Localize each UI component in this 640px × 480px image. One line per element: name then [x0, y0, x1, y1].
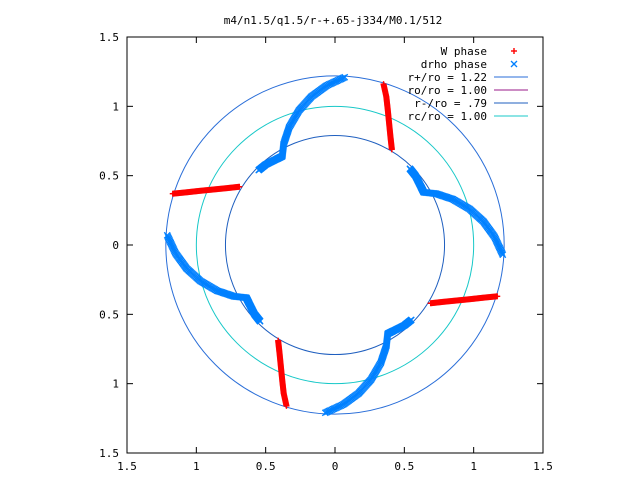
legend-symbol: [510, 60, 518, 68]
data-point: [255, 166, 263, 174]
marker-stroke: [256, 317, 264, 325]
x-tick-label: 0.5: [256, 460, 276, 473]
data-point: [236, 183, 243, 190]
y-tick-label: 1: [112, 100, 119, 113]
legend-label: ro/ro = 1.00: [408, 84, 487, 97]
legend-label: drho phase: [421, 58, 487, 71]
circle-r+ro: [165, 75, 505, 415]
legend-label: r+/ro = 1.22: [408, 71, 487, 84]
chart-title: m4/n1.5/q1.5/r-+.65-j334/M0.1/512: [224, 14, 443, 27]
x-tick-label: 1.5: [117, 460, 137, 473]
reference-circles: [165, 75, 505, 415]
marker-stroke: [406, 165, 414, 173]
legend-label: r-/ro = .79: [414, 97, 487, 110]
y-tick-labels: 1.5 1 0.5 0 0.5 1 1.5: [99, 31, 119, 460]
x-tick-label: 1: [470, 460, 477, 473]
data-point: [406, 165, 414, 173]
data-point: [388, 146, 395, 153]
data-point: [256, 317, 264, 325]
y-tick-label: 0: [112, 239, 119, 252]
x-tick-label: 1.5: [533, 460, 553, 473]
data-point: [427, 300, 434, 307]
series-layer: [163, 73, 507, 417]
marker-stroke: [407, 316, 415, 324]
data-point: [407, 316, 415, 324]
y-tick-label: 1.5: [99, 31, 119, 44]
y-tick-label: 1: [112, 378, 119, 391]
x-tick-label: 0: [332, 460, 339, 473]
marker-stroke: [255, 166, 263, 174]
axis-ticks: [126, 36, 544, 454]
circle-rcro: [195, 105, 475, 385]
data-point: [275, 337, 282, 344]
y-tick-label: 0.5: [99, 308, 119, 321]
circle-r-ro: [224, 134, 446, 356]
x-tick-label: 1: [193, 460, 200, 473]
series-w-phase: [169, 81, 501, 409]
x-tick-labels: 1.5 1 0.5 0 0.5 1 1.5: [117, 460, 553, 473]
x-tick-label: 0.5: [394, 460, 414, 473]
y-tick-label: 0.5: [99, 170, 119, 183]
series-drho-phase: [163, 73, 507, 417]
legend-label: rc/ro = 1.00: [408, 110, 487, 123]
legend-label: W phase: [441, 45, 487, 58]
y-tick-label: 1.5: [99, 447, 119, 460]
